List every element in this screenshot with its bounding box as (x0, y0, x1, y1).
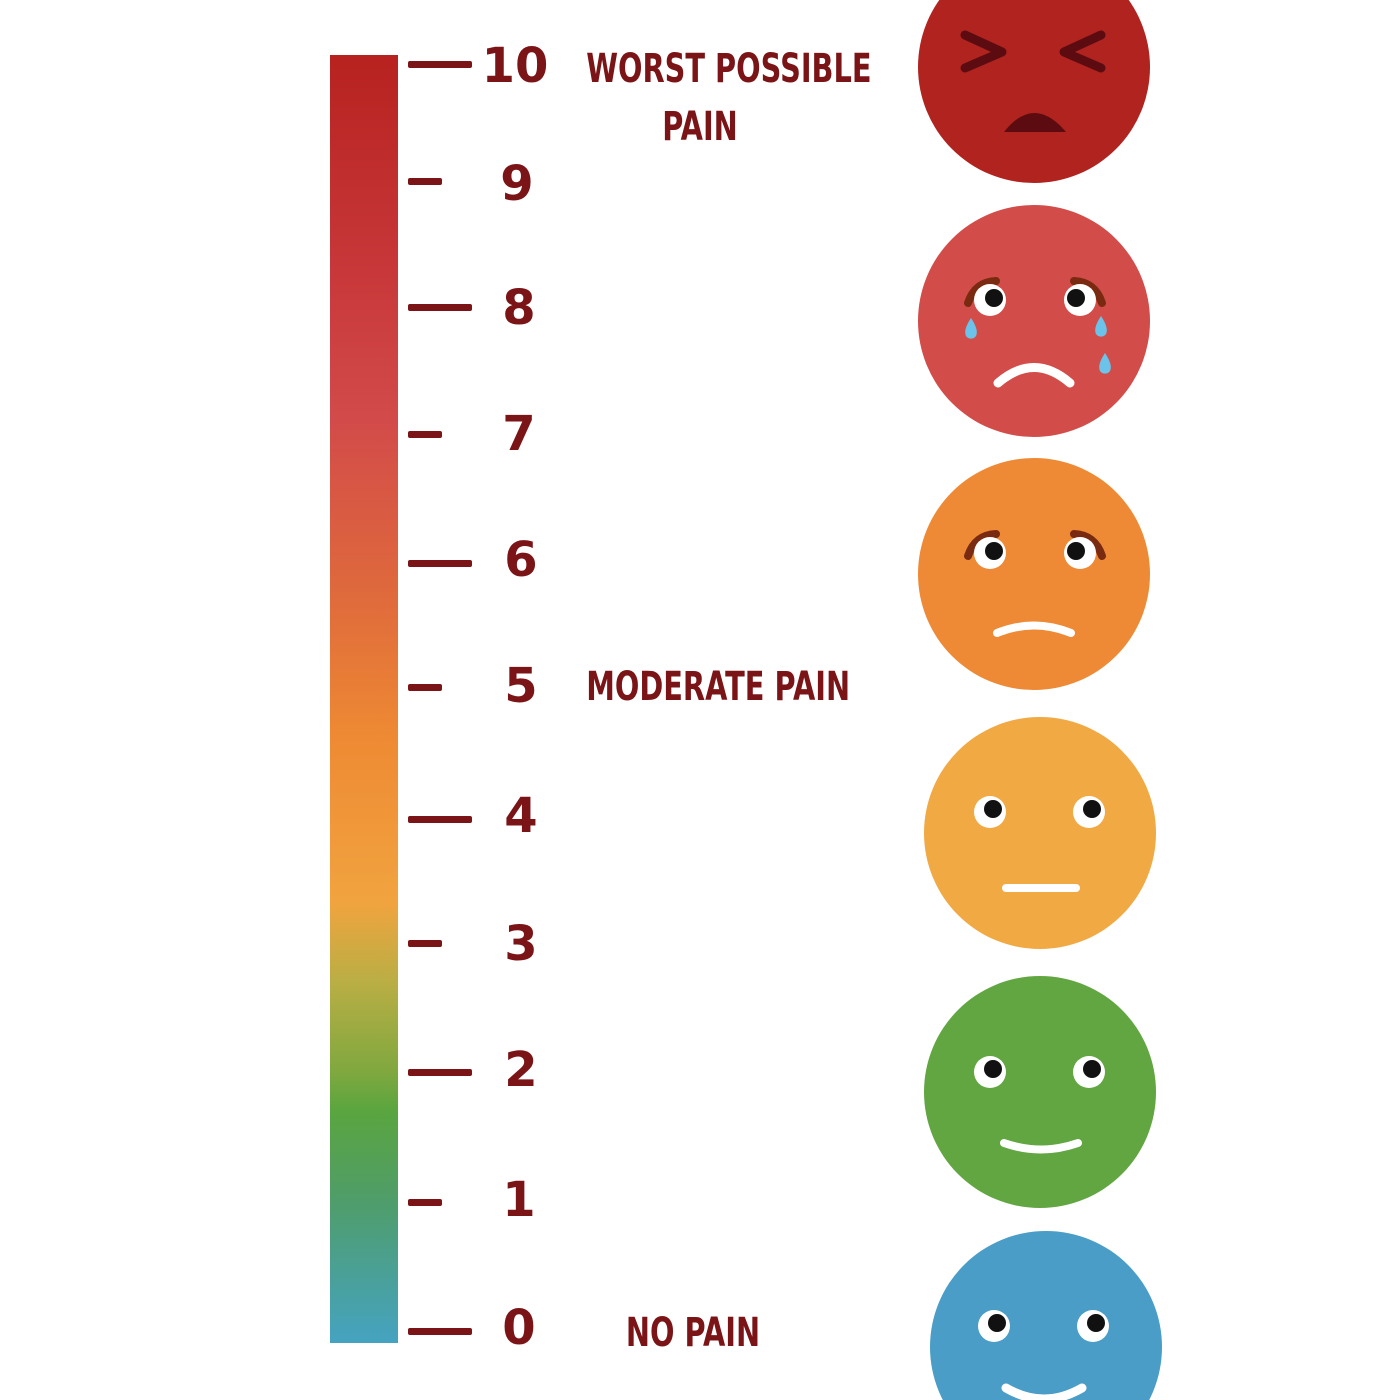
tick-5 (408, 684, 442, 691)
tick-4 (408, 816, 472, 823)
scale-number-3: 3 (504, 916, 538, 972)
scale-number-1: 1 (502, 1172, 536, 1228)
tick-9 (408, 178, 442, 185)
tick-7 (408, 431, 442, 438)
tick-1 (408, 1199, 442, 1206)
tick-0 (408, 1328, 472, 1335)
face-2-mouth (1000, 1139, 1082, 1154)
face-6-left-pupil (985, 542, 1003, 560)
face-10 (918, 0, 1150, 183)
face-0-left-pupil (988, 1314, 1006, 1332)
face-8-circle (918, 205, 1150, 437)
pain-scale-bar (330, 55, 398, 1343)
face-8-tear-left (965, 318, 977, 339)
scale-number-8: 8 (502, 280, 536, 336)
face-2-circle (924, 976, 1156, 1208)
face-4-circle (924, 717, 1156, 949)
scale-number-4: 4 (504, 788, 538, 844)
face-10-right-squint (1059, 30, 1106, 73)
tick-2 (408, 1069, 472, 1076)
scale-number-0: 0 (502, 1300, 536, 1356)
scale-number-5: 5 (504, 658, 538, 714)
face-4-right-pupil (1083, 800, 1101, 818)
face-8 (918, 205, 1150, 437)
face-8-right-pupil (1067, 289, 1085, 307)
tick-6 (408, 560, 472, 567)
face-2 (924, 976, 1156, 1208)
face-4 (924, 717, 1156, 949)
face-8-tear-right-upper (1095, 316, 1107, 337)
face-10-circle (918, 0, 1150, 183)
face-10-left-squint (960, 30, 1007, 73)
tick-8 (408, 304, 472, 311)
face-0-mouth (1001, 1383, 1087, 1400)
face-0-circle (930, 1231, 1162, 1400)
scale-number-10: 10 (481, 38, 549, 94)
face-8-left-brow (964, 277, 1000, 307)
face-6 (918, 458, 1150, 690)
face-10-mouth (1004, 113, 1066, 132)
label-moderate: MODERATE PAIN (586, 664, 851, 710)
scale-number-7: 7 (502, 406, 536, 462)
tick-3 (408, 940, 442, 947)
face-2-left-pupil (984, 1060, 1002, 1078)
tick-10 (408, 61, 472, 68)
face-8-tear-right-lower (1099, 353, 1111, 374)
label-worst-line2: PAIN (662, 104, 738, 150)
face-0-right-pupil (1087, 1314, 1105, 1332)
face-4-left-pupil (984, 800, 1002, 818)
face-6-right-brow (1070, 530, 1106, 560)
scale-number-2: 2 (504, 1042, 538, 1098)
scale-number-6: 6 (504, 532, 538, 588)
face-8-mouth (993, 363, 1075, 388)
face-8-left-pupil (985, 289, 1003, 307)
face-2-right-pupil (1083, 1060, 1101, 1078)
scale-number-9: 9 (500, 156, 534, 212)
label-no-pain: NO PAIN (625, 1310, 761, 1356)
face-6-right-pupil (1067, 542, 1085, 560)
face-6-circle (918, 458, 1150, 690)
face-6-mouth (993, 621, 1075, 637)
face-8-right-brow (1070, 277, 1106, 307)
face-6-left-brow (964, 530, 1000, 560)
face-0 (930, 1231, 1162, 1400)
